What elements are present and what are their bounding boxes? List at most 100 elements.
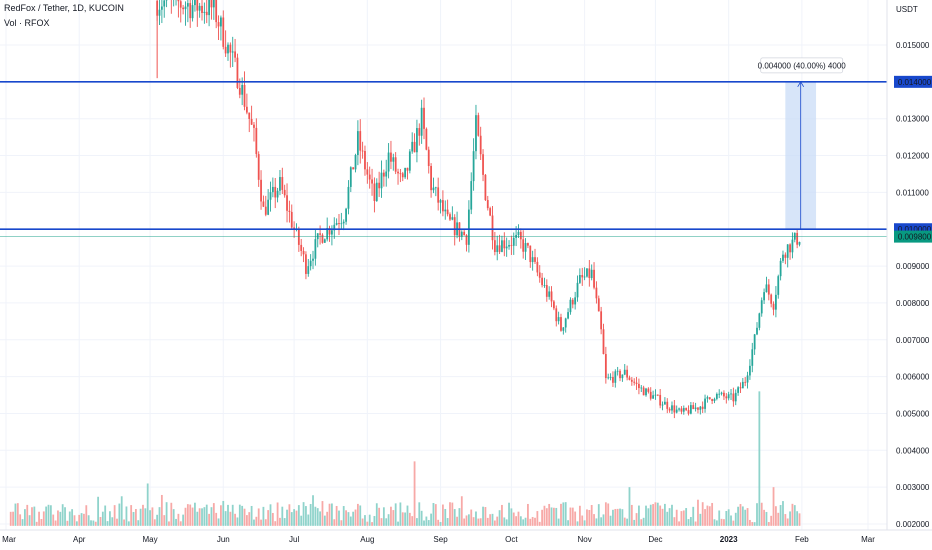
candle-body	[382, 172, 385, 177]
volume-bar	[668, 508, 671, 526]
volume-indicator-label: Vol · RFOX	[4, 18, 50, 28]
candle-body	[602, 329, 605, 355]
volume-bar	[645, 505, 647, 526]
candle-body	[715, 393, 718, 399]
volume-bar	[347, 512, 350, 526]
volume-bar	[371, 522, 373, 526]
volume-bar	[770, 515, 773, 526]
volume-bar	[553, 507, 555, 526]
volume-bar	[791, 503, 794, 526]
volume-bar	[638, 505, 640, 526]
volume-bar	[241, 505, 244, 526]
volume-bar	[290, 512, 293, 526]
volume-bar	[465, 515, 468, 526]
time-axis-tick-label: Jun	[217, 535, 230, 544]
volume-bar	[236, 517, 239, 526]
candle-body	[477, 115, 480, 136]
candle-body	[189, 3, 192, 19]
volume-bar	[220, 505, 222, 526]
candle-body	[281, 177, 284, 190]
volume-bar	[250, 505, 253, 526]
volume-bar	[753, 522, 756, 526]
volume-bar	[484, 507, 487, 526]
volume-bar	[741, 506, 744, 526]
volume-bar	[737, 506, 740, 526]
candle-body	[576, 282, 579, 298]
volume-bar	[515, 516, 518, 526]
candle-body	[335, 223, 338, 225]
volume-bar	[175, 518, 177, 526]
volume-bar	[293, 509, 296, 526]
volume-bar	[281, 506, 284, 526]
volume-bar	[127, 521, 130, 526]
volume-bar	[385, 518, 388, 526]
time-axis-tick-label: 2023	[720, 535, 738, 544]
volume-bar	[423, 520, 425, 526]
volume-bar	[512, 512, 515, 526]
volume-bar	[399, 502, 402, 526]
volume-bar	[701, 502, 704, 526]
candle-body	[652, 395, 654, 399]
volume-bar	[274, 521, 277, 526]
volume-bar	[413, 461, 416, 526]
volume-bar	[545, 508, 548, 526]
price-axis-tick-label: 0.011000	[896, 188, 929, 197]
volume-bar	[517, 511, 520, 526]
candle-body	[463, 231, 466, 236]
volume-bar	[510, 508, 513, 526]
candle-body	[604, 354, 607, 379]
volume-bar	[609, 515, 612, 526]
candle-body	[493, 240, 496, 253]
volume-bar	[57, 510, 59, 526]
candle-body	[220, 17, 222, 27]
candle-body	[508, 244, 510, 247]
volume-bar	[323, 515, 326, 526]
volume-bar	[245, 515, 248, 526]
volume-bar	[319, 511, 321, 526]
candle-body	[659, 394, 662, 406]
candle-body	[479, 135, 482, 155]
candle-body	[675, 409, 678, 413]
volume-bar	[779, 505, 782, 526]
volume-bar	[61, 504, 64, 526]
volume-bar	[706, 505, 709, 526]
volume-bar	[75, 521, 78, 526]
candle-body	[205, 11, 208, 16]
candle-body	[503, 240, 506, 249]
volume-bar	[316, 508, 319, 526]
volume-bar	[763, 509, 765, 526]
candle-body	[489, 208, 492, 216]
candle-body	[647, 388, 650, 392]
volume-bar	[692, 506, 695, 526]
volume-bar	[699, 513, 702, 526]
volume-bar	[137, 520, 140, 526]
candle-body	[694, 407, 697, 410]
volume-bar	[406, 505, 409, 526]
candle-body	[387, 152, 390, 172]
volume-bar	[364, 515, 366, 526]
volume-bar	[179, 521, 182, 526]
candle-body	[184, 6, 187, 10]
volume-bar	[269, 504, 272, 526]
volume-bar	[9, 511, 12, 526]
volume-bar	[16, 503, 19, 526]
volume-bar	[340, 520, 343, 526]
volume-bar	[356, 503, 359, 526]
volume-bar	[109, 511, 111, 526]
volume-bar	[342, 506, 345, 526]
candle-body	[271, 186, 274, 193]
candle-body	[453, 217, 456, 236]
candle-body	[333, 224, 336, 231]
volume-bar	[408, 512, 411, 526]
candle-body	[361, 150, 364, 152]
volume-bar	[194, 502, 196, 526]
candle-body	[420, 107, 423, 136]
candle-body	[380, 172, 383, 189]
candle-body	[432, 187, 435, 191]
volume-bar	[562, 502, 565, 526]
candle-body	[309, 260, 312, 267]
volume-bar	[463, 518, 466, 526]
volume-bar	[427, 520, 430, 526]
